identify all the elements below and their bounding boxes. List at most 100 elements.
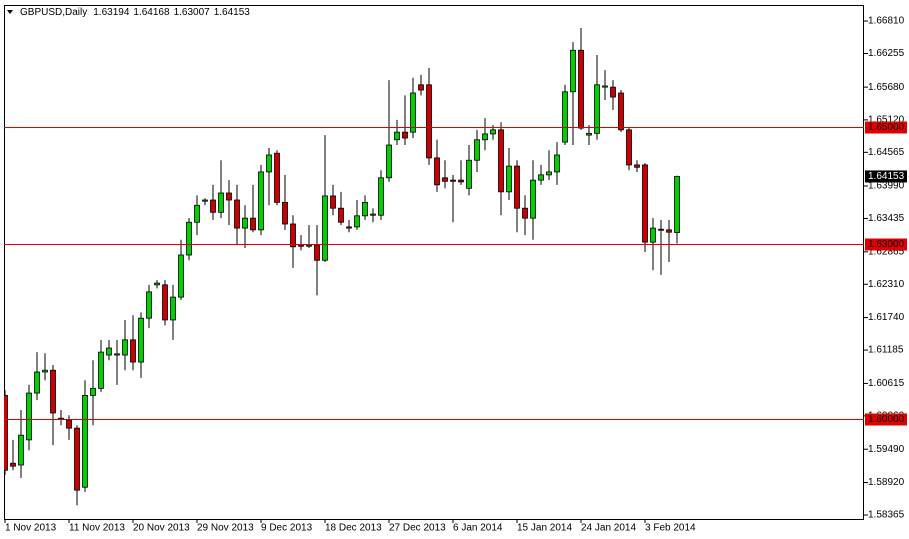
- candle-body: [186, 221, 192, 256]
- symbol: GBPUSD,Daily: [20, 7, 87, 18]
- y-tick-label: 1.58365: [868, 510, 905, 521]
- candle-body: [602, 85, 608, 88]
- x-tick-label: 9 Dec 2013: [261, 523, 313, 534]
- candle-body: [426, 84, 432, 159]
- candle-body: [122, 339, 128, 356]
- candle-body: [130, 339, 136, 363]
- candle-body: [474, 139, 480, 161]
- plot-frame: [4, 5, 864, 520]
- candle-body: [370, 213, 376, 216]
- level-label-bg: [865, 121, 907, 134]
- candle-body: [538, 174, 544, 181]
- candle-body: [410, 92, 416, 133]
- candle-body: [218, 192, 224, 213]
- candle-body: [178, 254, 184, 298]
- candle-body: [354, 215, 360, 228]
- candle-body: [514, 165, 520, 209]
- candle-body: [114, 353, 120, 356]
- candle-body: [346, 226, 352, 229]
- candle-body: [618, 92, 624, 131]
- candle-body: [610, 86, 616, 98]
- candle-body: [106, 347, 112, 356]
- y-tick-label: 1.65120: [868, 115, 905, 126]
- candle-body: [362, 201, 368, 217]
- header-high: 1.64168: [133, 7, 170, 18]
- y-tick-label: 1.59490: [868, 444, 905, 455]
- candle-body: [378, 177, 384, 216]
- y-tick-label: 1.61740: [868, 312, 905, 323]
- header-open: 1.63194: [93, 7, 130, 18]
- candle-body: [90, 387, 96, 396]
- candle-body: [466, 159, 472, 189]
- candle-body: [402, 131, 408, 139]
- candle-body: [450, 179, 456, 182]
- x-tick-label: 27 Dec 2013: [389, 523, 446, 534]
- y-tick-label: 1.63435: [868, 213, 905, 224]
- candle-body: [194, 204, 200, 223]
- level-label: 1.65000: [868, 122, 905, 133]
- y-tick-label: 1.63990: [868, 181, 905, 192]
- candle-body: [442, 177, 448, 182]
- candle-body: [42, 369, 48, 373]
- candle-body: [330, 195, 336, 209]
- candle-body: [274, 152, 280, 203]
- y-tick-label: 1.65680: [868, 82, 905, 93]
- level-label-bg: [865, 238, 907, 251]
- candle-body: [234, 199, 240, 229]
- plot: [4, 28, 864, 506]
- candle-body: [418, 84, 424, 91]
- candle-body: [314, 244, 320, 261]
- candle-body: [138, 317, 144, 363]
- candle-body: [658, 228, 664, 231]
- candle-body: [146, 291, 152, 319]
- y-tick-label: 1.62310: [868, 279, 905, 290]
- candle-body: [210, 199, 216, 213]
- candle-body: [242, 217, 248, 229]
- candle-body: [226, 192, 232, 201]
- y-tick-label: 1.64565: [868, 147, 905, 158]
- candle-body: [66, 419, 72, 429]
- candle-body: [282, 201, 288, 225]
- candle-body: [506, 165, 512, 193]
- y-tick-label: 1.66810: [868, 16, 905, 27]
- candle-body: [530, 179, 536, 219]
- candle-body: [290, 223, 296, 248]
- candle-body: [578, 49, 584, 129]
- x-tick-label: 24 Jan 2014: [581, 523, 636, 534]
- candle-body: [322, 195, 328, 261]
- price-label: 1.64153: [868, 171, 905, 182]
- candle-body: [666, 229, 672, 233]
- menu-arrow[interactable]: [7, 10, 13, 14]
- candle-body: [258, 171, 264, 231]
- level-label-bg: [865, 413, 907, 426]
- x-tick-label: 15 Jan 2014: [517, 523, 572, 534]
- candle-body: [154, 282, 160, 286]
- candle-body: [458, 179, 464, 183]
- candle-body: [674, 176, 680, 233]
- y-tick-label: 1.62865: [868, 246, 905, 257]
- candle-body: [594, 84, 600, 134]
- candle-body: [26, 392, 32, 441]
- candle-body: [162, 284, 168, 321]
- candle-body: [50, 369, 56, 414]
- x-tick-label: 1 Nov 2013: [5, 523, 57, 534]
- candle-body: [434, 157, 440, 186]
- x-tick-label: 18 Dec 2013: [325, 523, 382, 534]
- candle-body: [338, 207, 344, 223]
- y-tick-label: 1.66255: [868, 48, 905, 59]
- candle-body: [394, 131, 400, 141]
- candle-body: [562, 91, 568, 143]
- price-label-bg: [865, 170, 907, 183]
- candle-body: [554, 154, 560, 173]
- candle-body: [570, 49, 576, 93]
- candle-body: [202, 199, 208, 202]
- candle-body: [82, 394, 88, 488]
- level-label: 1.60000: [868, 414, 905, 425]
- candle-body: [522, 207, 528, 219]
- x-tick-label: 3 Feb 2014: [645, 523, 696, 534]
- candle-body: [386, 144, 392, 179]
- candle-body: [626, 129, 632, 166]
